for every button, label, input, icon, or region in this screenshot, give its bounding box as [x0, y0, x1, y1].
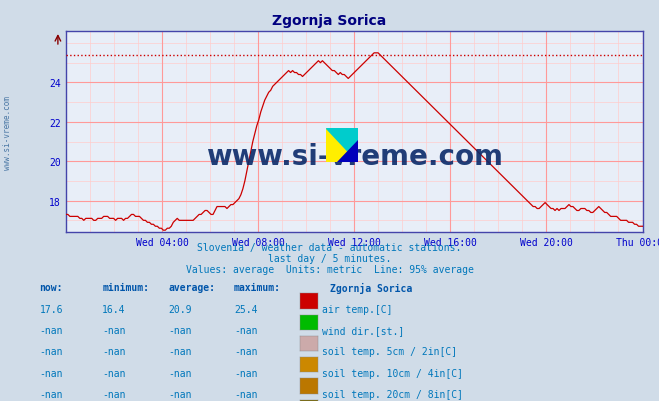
Text: -nan: -nan: [102, 325, 126, 335]
Polygon shape: [326, 128, 358, 162]
Polygon shape: [337, 140, 358, 162]
Text: air temp.[C]: air temp.[C]: [322, 304, 392, 314]
Text: average:: average:: [168, 283, 215, 293]
Text: last day / 5 minutes.: last day / 5 minutes.: [268, 253, 391, 263]
Text: minimum:: minimum:: [102, 283, 149, 293]
Text: -nan: -nan: [168, 346, 192, 356]
Text: -nan: -nan: [40, 325, 63, 335]
Text: -nan: -nan: [234, 325, 258, 335]
Text: -nan: -nan: [234, 389, 258, 399]
Text: now:: now:: [40, 283, 63, 293]
Text: -nan: -nan: [40, 389, 63, 399]
Text: www.si-vreme.com: www.si-vreme.com: [206, 142, 503, 170]
Text: 25.4: 25.4: [234, 304, 258, 314]
Text: -nan: -nan: [168, 325, 192, 335]
Text: Zgornja Sorica: Zgornja Sorica: [272, 14, 387, 28]
Text: soil temp. 5cm / 2in[C]: soil temp. 5cm / 2in[C]: [322, 346, 457, 356]
Text: soil temp. 10cm / 4in[C]: soil temp. 10cm / 4in[C]: [322, 368, 463, 378]
Text: 16.4: 16.4: [102, 304, 126, 314]
Text: soil temp. 20cm / 8in[C]: soil temp. 20cm / 8in[C]: [322, 389, 463, 399]
Text: -nan: -nan: [234, 346, 258, 356]
Text: -nan: -nan: [102, 389, 126, 399]
Text: maximum:: maximum:: [234, 283, 281, 293]
Text: -nan: -nan: [102, 346, 126, 356]
Text: Zgornja Sorica: Zgornja Sorica: [330, 283, 412, 294]
Text: -nan: -nan: [40, 368, 63, 378]
Text: Values: average  Units: metric  Line: 95% average: Values: average Units: metric Line: 95% …: [186, 264, 473, 274]
Text: -nan: -nan: [102, 368, 126, 378]
Text: Slovenia / weather data - automatic stations.: Slovenia / weather data - automatic stat…: [197, 243, 462, 253]
Text: 20.9: 20.9: [168, 304, 192, 314]
Text: -nan: -nan: [168, 389, 192, 399]
Text: www.si-vreme.com: www.si-vreme.com: [3, 95, 13, 169]
Text: -nan: -nan: [40, 346, 63, 356]
Text: -nan: -nan: [168, 368, 192, 378]
Text: -nan: -nan: [234, 368, 258, 378]
Text: 17.6: 17.6: [40, 304, 63, 314]
Text: wind dir.[st.]: wind dir.[st.]: [322, 325, 404, 335]
